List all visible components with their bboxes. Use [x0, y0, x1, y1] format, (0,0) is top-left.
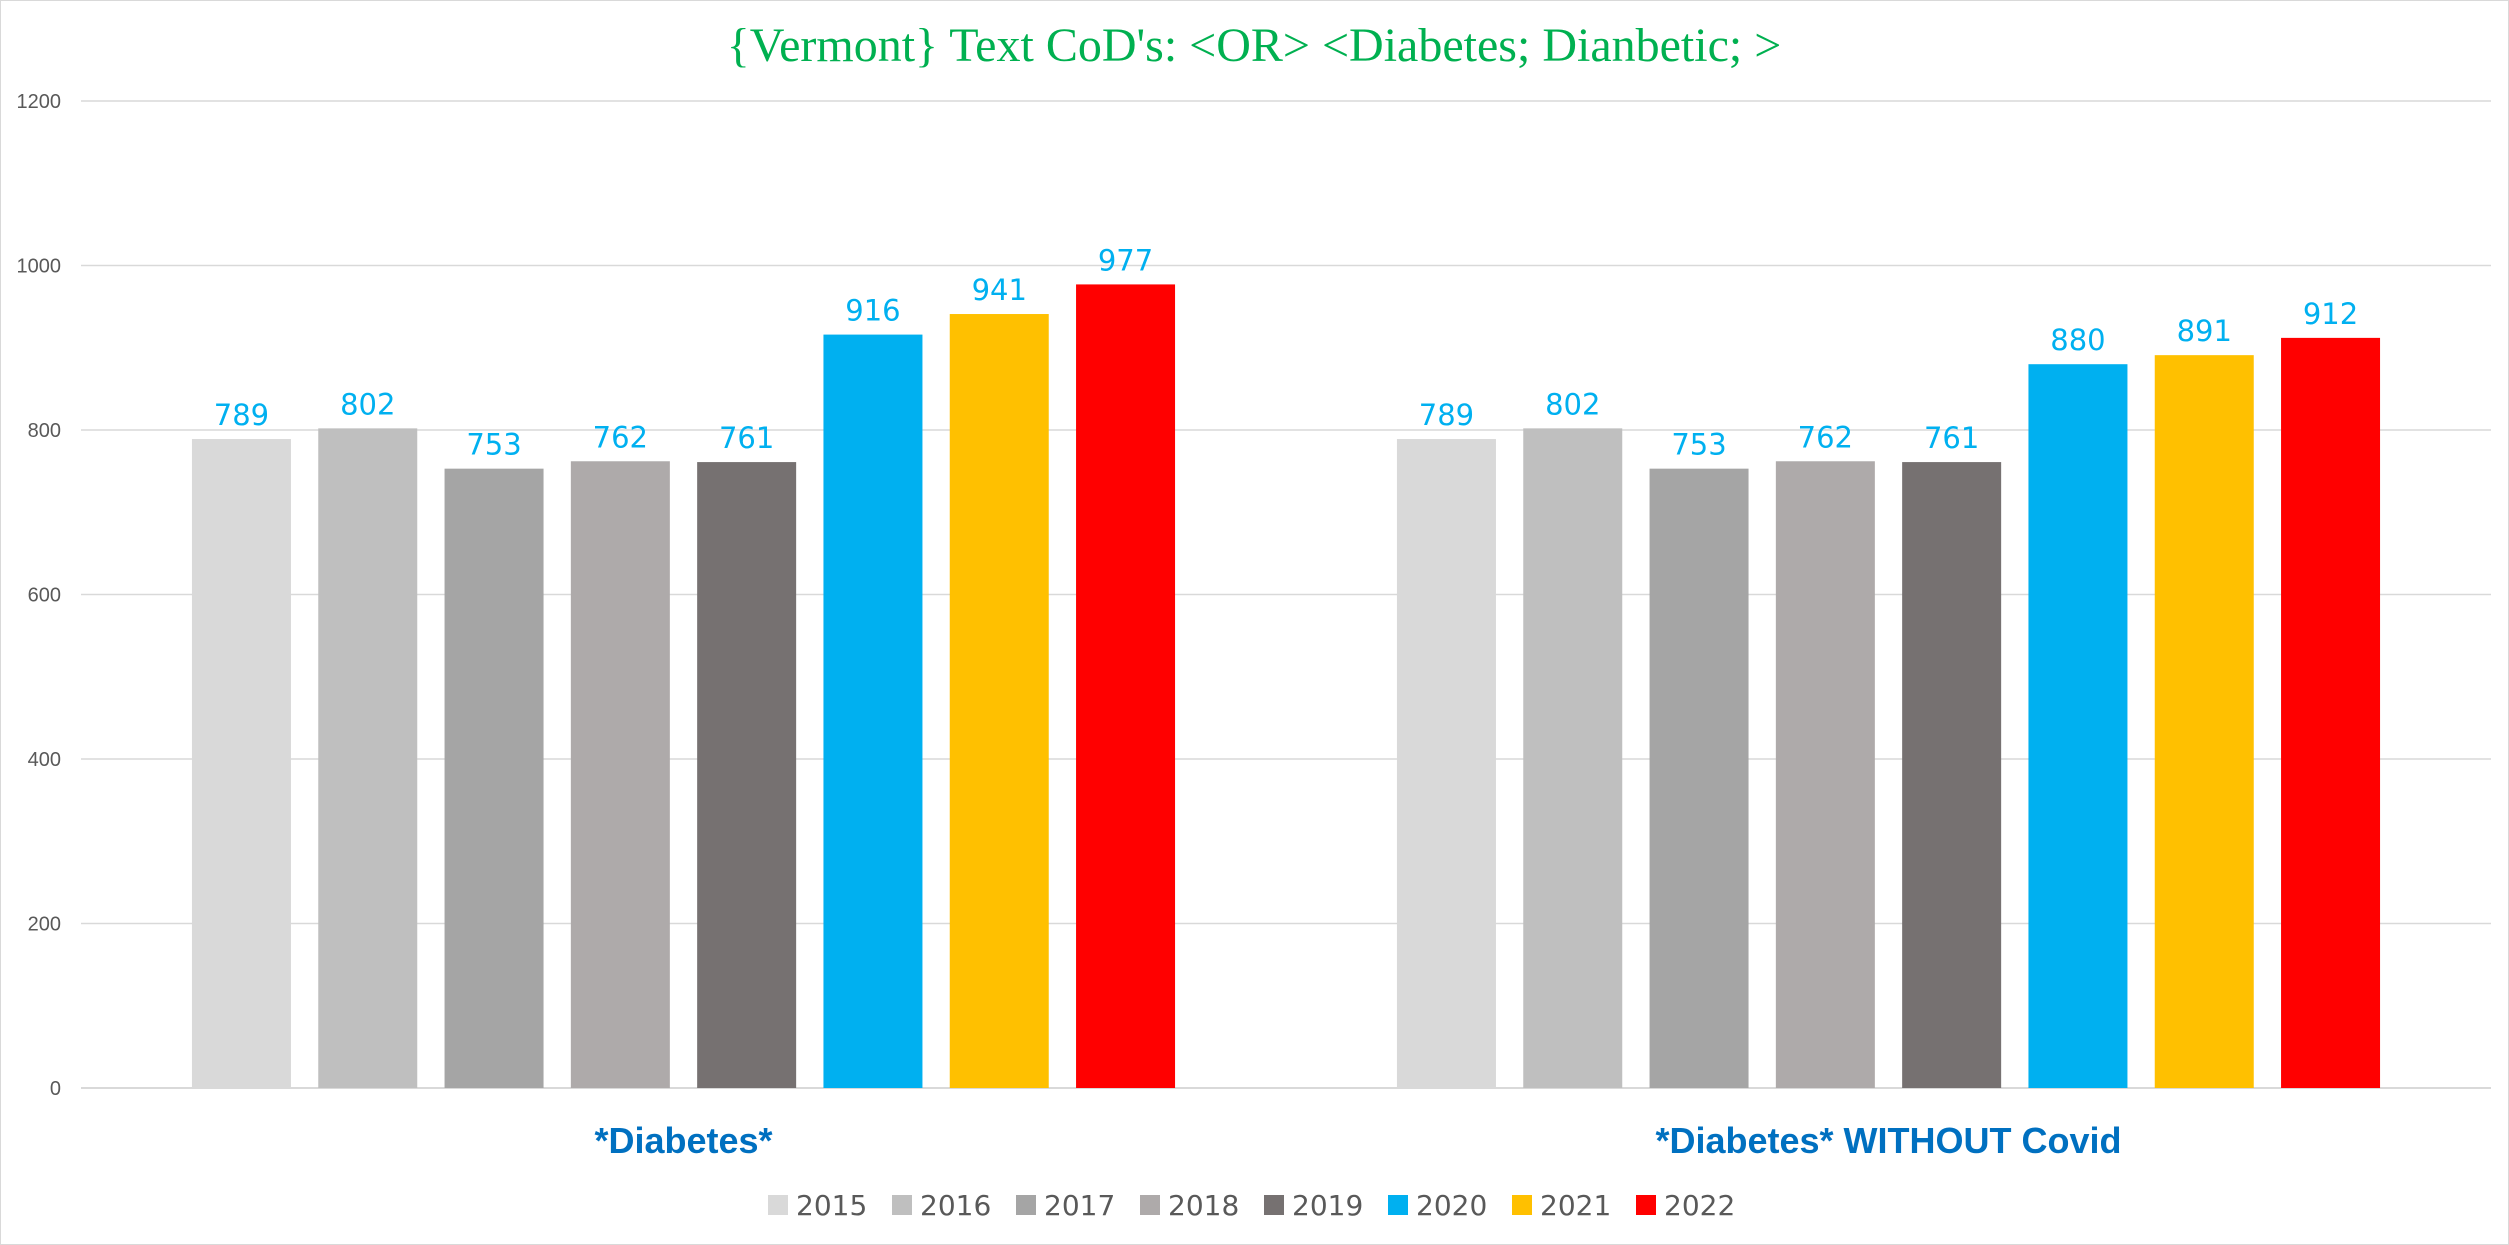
bar	[1076, 284, 1176, 1089]
y-tick-label: 400	[28, 749, 61, 771]
data-label: 753	[466, 428, 521, 462]
gridlines	[81, 100, 2491, 1089]
legend-swatch	[1264, 1195, 1284, 1215]
category-label: *Diabetes* WITHOUT Covid	[1655, 1120, 2121, 1161]
category-label: *Diabetes*	[594, 1120, 772, 1161]
legend-swatch	[892, 1195, 912, 1215]
y-tick-label: 0	[50, 1078, 61, 1100]
legend-item: 2022	[1636, 1189, 1735, 1222]
data-label: 761	[1924, 421, 1979, 455]
bar	[823, 334, 923, 1089]
data-label: 761	[719, 421, 774, 455]
legend-item: 2019	[1264, 1189, 1363, 1222]
bar	[444, 468, 544, 1089]
legend-item: 2017	[1016, 1189, 1115, 1222]
bar	[570, 461, 670, 1088]
y-axis-tick-labels: 0 200 400 600 800 1000 1200	[17, 91, 62, 1100]
legend-item: 2015	[768, 1189, 867, 1222]
legend-label: 2019	[1292, 1189, 1363, 1222]
legend-swatch	[1016, 1195, 1036, 1215]
data-label: 880	[2050, 323, 2105, 357]
bar	[697, 462, 797, 1088]
legend-label: 2021	[1540, 1189, 1611, 1222]
data-label: 802	[340, 387, 395, 421]
data-label: 891	[2177, 314, 2232, 348]
legend-label: 2020	[1416, 1189, 1487, 1222]
bar	[2281, 337, 2381, 1088]
y-tick-label: 600	[28, 585, 61, 607]
legend-label: 2015	[796, 1189, 867, 1222]
legend-item: 2016	[892, 1189, 991, 1222]
chart-title: {Vermont} Text CoD's: <OR> <Diabetes; Di…	[727, 19, 1782, 72]
data-label: 941	[972, 273, 1027, 307]
data-labels: 789 802 753 762 761 916 941 977 789 802 753 762 761 8…	[214, 243, 2358, 461]
data-label: 912	[2303, 297, 2358, 331]
data-label: 789	[214, 398, 269, 432]
legend-swatch	[768, 1195, 788, 1215]
legend: 2015 2016 2017 2018 2019 2020 2021 2022	[768, 1189, 1735, 1222]
legend-item: 2021	[1512, 1189, 1611, 1222]
legend-label: 2022	[1664, 1189, 1735, 1222]
bar	[949, 314, 1049, 1089]
bar	[1775, 461, 1875, 1088]
data-label: 762	[1798, 420, 1853, 454]
data-label: 789	[1419, 398, 1474, 432]
legend-item: 2020	[1388, 1189, 1487, 1222]
bar	[318, 428, 418, 1089]
category-labels: *Diabetes* *Diabetes* WITHOUT Covid	[594, 1120, 2121, 1161]
bar	[2028, 364, 2128, 1088]
y-tick-label: 800	[28, 420, 61, 442]
data-label: 802	[1545, 387, 1600, 421]
legend-swatch	[1636, 1195, 1656, 1215]
bar	[1902, 462, 2002, 1088]
data-label: 762	[593, 420, 648, 454]
legend-swatch	[1512, 1195, 1532, 1215]
data-label: 977	[1098, 243, 1153, 277]
data-label: 916	[845, 294, 900, 328]
y-tick-label: 1000	[17, 256, 62, 278]
y-tick-label: 200	[28, 914, 61, 936]
data-label: 753	[1671, 428, 1726, 462]
y-tick-label: 1200	[17, 91, 62, 113]
legend-label: 2018	[1168, 1189, 1239, 1222]
legend-swatch	[1388, 1195, 1408, 1215]
legend-label: 2017	[1044, 1189, 1115, 1222]
legend-swatch	[1140, 1195, 1160, 1215]
legend-label: 2016	[920, 1189, 991, 1222]
bar	[191, 439, 291, 1088]
bar	[1649, 468, 1749, 1089]
bar	[2154, 355, 2254, 1089]
bars	[191, 284, 2381, 1089]
bar	[1396, 439, 1496, 1088]
bar	[1523, 428, 1623, 1089]
legend-item: 2018	[1140, 1189, 1239, 1222]
